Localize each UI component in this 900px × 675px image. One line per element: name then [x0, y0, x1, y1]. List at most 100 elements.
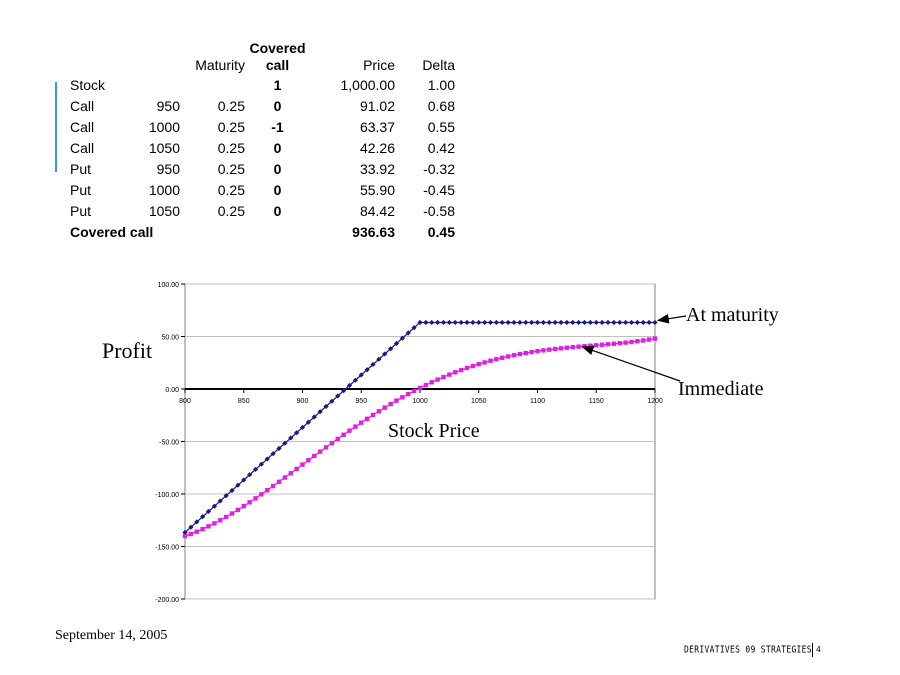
data-point: [552, 319, 558, 326]
data-point: [493, 319, 499, 326]
cell-price: 1,000.00: [340, 76, 396, 93]
data-point: [382, 405, 387, 410]
data-point: [223, 514, 229, 520]
data-point: [558, 346, 564, 351]
x-tick-label: 850: [238, 398, 250, 405]
data-point: [223, 493, 229, 499]
cell-strike: 1000: [148, 181, 180, 198]
cell-strike: 1050: [148, 202, 180, 219]
annotation-immediate: Immediate: [678, 378, 764, 400]
data-point: [564, 345, 570, 350]
data-point: [194, 529, 199, 534]
data-point: [229, 511, 235, 516]
data-point: [353, 424, 358, 429]
cell-price: 55.90: [359, 181, 395, 198]
data-point: [300, 462, 305, 467]
table-row: Put 1000 0.25 0 55.90 -0.45: [62, 179, 455, 200]
data-point: [634, 319, 640, 326]
cell-price: 33.92: [359, 160, 395, 177]
data-point: [206, 524, 211, 529]
data-point: [534, 319, 541, 326]
y-tick-label: -150.00: [155, 545, 179, 552]
data-point: [517, 319, 523, 326]
data-point: [617, 319, 623, 326]
x-tick-label: 1200: [647, 398, 663, 405]
data-point: [347, 428, 352, 433]
data-point: [441, 374, 446, 380]
data-point: [247, 500, 252, 505]
data-point: [623, 340, 628, 345]
data-point: [470, 319, 476, 326]
data-point: [212, 521, 217, 526]
data-point: [182, 533, 188, 539]
x-axis-label: Stock Price: [388, 420, 480, 442]
data-point: [200, 514, 206, 520]
y-tick-label: -200.00: [155, 597, 179, 604]
data-point: [394, 398, 399, 403]
accent-bar: [55, 82, 57, 172]
data-point: [270, 483, 276, 489]
data-point: [641, 338, 646, 343]
data-point: [523, 319, 529, 326]
table-row: Call 950 0.25 0 91.02 0.68: [62, 95, 455, 116]
annotation-arrow-immediate: [581, 345, 681, 382]
data-point: [358, 372, 364, 378]
data-point: [276, 445, 282, 452]
data-point: [217, 498, 223, 504]
data-point: [417, 319, 423, 326]
data-point: [552, 346, 558, 352]
cell-delta: 0.42: [427, 139, 455, 156]
data-point: [382, 351, 388, 357]
data-point: [570, 344, 575, 350]
header-covered-bottom: call: [265, 57, 290, 73]
cell-strike: 1050: [148, 139, 180, 156]
page-number: 4: [816, 645, 821, 654]
data-point: [588, 343, 593, 348]
data-point: [411, 325, 417, 331]
data-point: [517, 351, 523, 357]
data-point: [200, 526, 205, 532]
data-point: [294, 466, 299, 472]
cell-price: 84.42: [359, 202, 395, 219]
cell-name: Stock: [70, 76, 106, 93]
cell-maturity: 0.25: [217, 202, 245, 219]
data-point: [464, 365, 470, 371]
data-point: [211, 503, 217, 509]
data-point: [388, 401, 393, 407]
total-row: Covered call 936.63 0.45: [62, 221, 455, 242]
data-point: [576, 319, 582, 326]
cell-price: 42.26: [359, 139, 395, 156]
data-point: [446, 319, 452, 326]
data-point: [547, 347, 552, 352]
x-tick-label: 1050: [471, 398, 487, 405]
data-point: [323, 403, 329, 410]
data-point: [529, 319, 535, 326]
cell-maturity: 0.25: [217, 139, 245, 156]
cell-delta: 0.55: [427, 118, 455, 135]
data-point: [499, 319, 505, 326]
data-point: [194, 519, 200, 525]
annotation-at-maturity: At maturity: [686, 304, 779, 326]
data-point: [541, 348, 546, 353]
data-point: [646, 319, 652, 326]
data-point: [252, 466, 259, 473]
cell-maturity: 0.25: [217, 160, 245, 177]
data-point: [218, 518, 223, 523]
data-point: [288, 471, 293, 476]
data-point: [581, 319, 588, 326]
data-point: [458, 367, 464, 373]
data-point: [529, 349, 534, 355]
total-price: 936.63: [352, 223, 395, 240]
cell-maturity: 0.25: [217, 118, 245, 135]
cell-price: 91.02: [359, 97, 395, 114]
data-point: [411, 388, 417, 394]
data-point: [306, 458, 311, 463]
data-point: [323, 445, 329, 450]
data-point: [241, 477, 247, 483]
cell-covered: 1: [273, 76, 282, 93]
data-point: [523, 350, 528, 356]
data-point: [359, 420, 364, 425]
data-point: [417, 385, 423, 391]
data-point: [488, 358, 493, 363]
